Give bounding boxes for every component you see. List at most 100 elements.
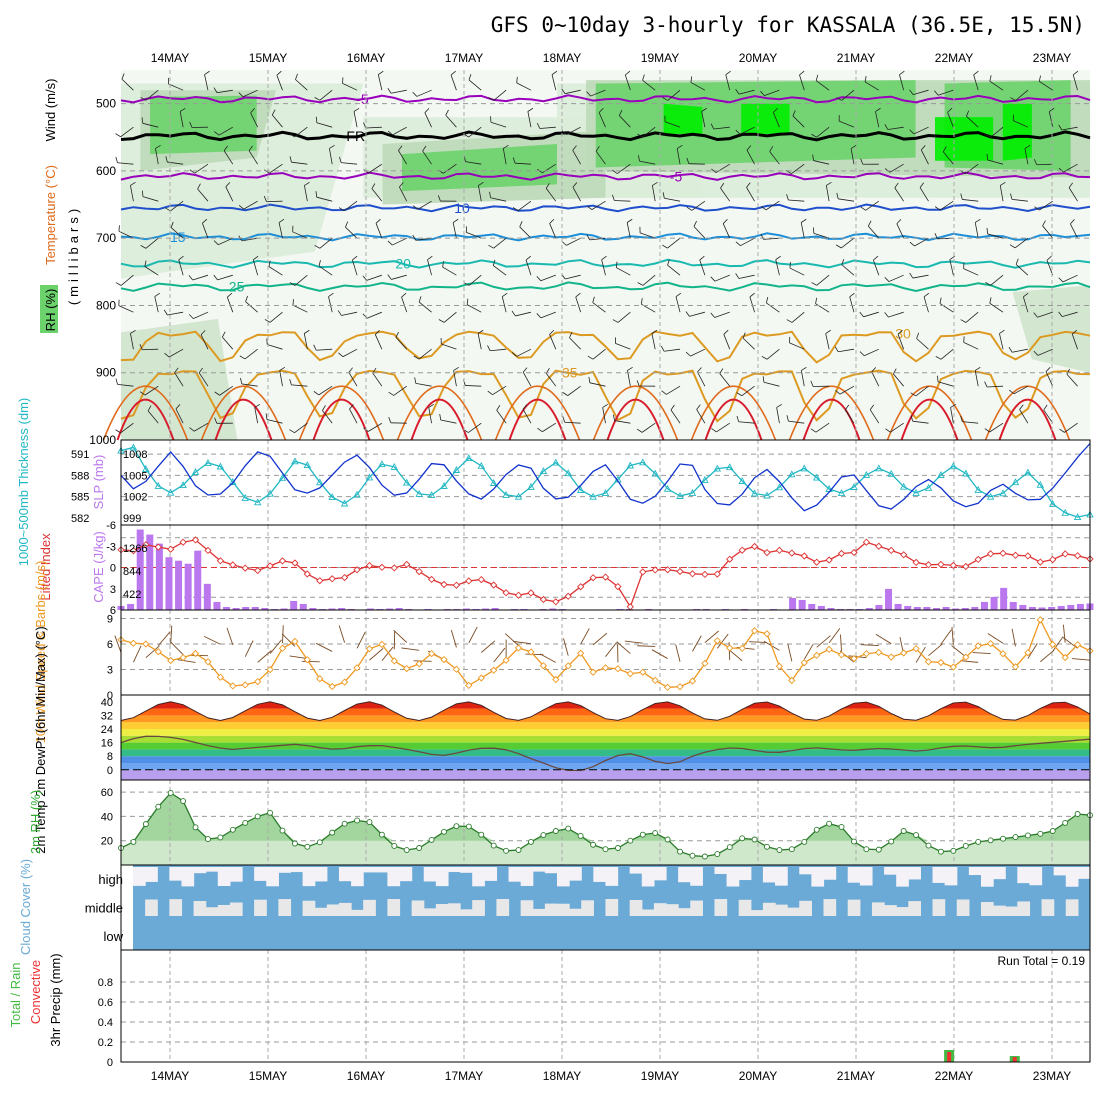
temp-color-band bbox=[121, 742, 1090, 750]
upper-wind-barb bbox=[142, 196, 159, 202]
upper-wind-barb bbox=[492, 385, 507, 396]
upper-wind-barb bbox=[417, 200, 432, 210]
cloud-clear-middle bbox=[787, 907, 800, 916]
surface-wind-barb bbox=[170, 625, 173, 644]
upper-wind-barb bbox=[740, 126, 755, 135]
upper-wind-barb bbox=[616, 267, 631, 276]
wind-speed-marker bbox=[887, 653, 895, 661]
cloud-clear-middle bbox=[169, 899, 183, 916]
upper-wind-barb bbox=[696, 409, 706, 424]
upper-wind-barb-feather bbox=[398, 145, 403, 151]
upper-wind-barb bbox=[1045, 371, 1054, 387]
upper-wind-barb-feather bbox=[588, 376, 591, 383]
upper-wind-barb bbox=[1046, 260, 1054, 276]
upper-wind-barb bbox=[1024, 148, 1029, 165]
rh-tick-label: 20 bbox=[101, 836, 113, 848]
upper-wind-barb bbox=[322, 410, 333, 424]
surface-wind-barb bbox=[1052, 636, 1064, 652]
lifted-index-marker bbox=[663, 566, 672, 574]
upper-wind-barb-feather bbox=[438, 319, 445, 323]
upper-wind-barb-feather bbox=[463, 282, 470, 286]
upper-wind-barb bbox=[329, 148, 333, 165]
lifted-index-marker bbox=[1061, 550, 1069, 558]
lifted-index-marker bbox=[763, 548, 771, 557]
thickness-marker bbox=[651, 469, 659, 477]
wind-speed-marker bbox=[775, 662, 784, 670]
cloud-clear-middle bbox=[1041, 899, 1055, 916]
upper-wind-barb bbox=[864, 348, 879, 357]
wind-speed-marker bbox=[601, 664, 610, 672]
upper-wind-barb-feather bbox=[412, 91, 418, 97]
cape-bar bbox=[223, 606, 231, 610]
upper-wind-barb-feather bbox=[188, 314, 194, 319]
upper-wind-barb-feather bbox=[322, 405, 326, 411]
cloud-clear-middle bbox=[145, 899, 158, 916]
upper-wind-barb bbox=[197, 188, 209, 202]
upper-wind-barb-feather bbox=[478, 181, 484, 186]
lifted-index-marker bbox=[639, 568, 647, 576]
cloud-clear-high bbox=[629, 867, 643, 874]
isotherm-warm-loop bbox=[508, 398, 567, 441]
cloud-clear-high bbox=[678, 867, 691, 883]
bottom-date-label: 22MAY bbox=[935, 1069, 973, 1083]
upper-wind-barb-feather bbox=[488, 97, 494, 101]
upper-wind-barb-feather bbox=[214, 417, 218, 424]
upper-wind-barb-feather bbox=[561, 130, 567, 135]
cape-bar bbox=[769, 608, 777, 610]
rh-shading-area bbox=[1002, 103, 1032, 161]
upper-wind-barb bbox=[316, 122, 333, 128]
upper-wind-barb bbox=[144, 266, 159, 276]
thickness-marker bbox=[253, 498, 262, 506]
lifted-index-marker bbox=[266, 562, 274, 570]
2m-rh-marker bbox=[267, 809, 274, 816]
upper-wind-barb bbox=[738, 274, 755, 279]
upper-wind-barb-feather bbox=[746, 145, 752, 151]
isotherm-warm-loop bbox=[116, 398, 175, 441]
upper-wind-barb bbox=[572, 186, 582, 202]
upper-wind-barb bbox=[1042, 225, 1054, 239]
upper-wind-barb-feather bbox=[1043, 404, 1048, 411]
upper-wind-barb bbox=[693, 226, 706, 239]
upper-wind-barb-feather bbox=[115, 133, 121, 138]
2m-rh-marker bbox=[515, 847, 522, 853]
wind-speed-marker bbox=[688, 677, 697, 685]
cape-bar bbox=[721, 608, 729, 610]
upper-wind-barb bbox=[117, 383, 134, 387]
temp-color-band bbox=[121, 722, 1090, 729]
upper-wind-barb bbox=[566, 237, 581, 246]
upper-wind-barb-feather bbox=[179, 107, 186, 112]
cloud-clear-high bbox=[896, 867, 909, 887]
lifted-index-tick-label: -6 bbox=[106, 520, 116, 532]
upper-wind-barb bbox=[697, 371, 706, 387]
upper-wind-barb bbox=[519, 226, 532, 239]
upper-wind-barb-feather bbox=[115, 156, 118, 163]
upper-wind-barb-feather bbox=[264, 319, 271, 323]
lifted-index-marker bbox=[490, 581, 498, 589]
upper-wind-barb-feather bbox=[735, 89, 740, 95]
2m-rh-marker bbox=[925, 842, 932, 849]
upper-wind-barb bbox=[722, 223, 731, 239]
thickness-marker bbox=[688, 488, 697, 496]
upper-wind-barb-feather bbox=[562, 416, 566, 423]
wind-speed-marker bbox=[713, 637, 721, 645]
cape-bar bbox=[1048, 606, 1056, 610]
upper-wind-barb-feather bbox=[909, 272, 914, 279]
cloud-clear-high bbox=[726, 867, 740, 887]
upper-wind-barb-feather bbox=[746, 182, 751, 188]
lifted-index-marker bbox=[688, 570, 697, 578]
lifted-index-marker bbox=[1024, 552, 1032, 560]
upper-wind-barb-feather bbox=[144, 260, 147, 267]
upper-wind-barb bbox=[202, 223, 209, 239]
thickness-marker bbox=[937, 470, 945, 478]
precip-tick-label: 0.4 bbox=[98, 1017, 113, 1029]
cloud-clear-middle bbox=[520, 900, 534, 916]
wind-speed-marker bbox=[490, 666, 498, 674]
upper-wind-barb bbox=[1015, 89, 1029, 101]
thickness-marker bbox=[639, 458, 647, 466]
upper-wind-barb bbox=[598, 112, 606, 128]
upper-wind-barb-feather bbox=[453, 366, 459, 371]
cloud-clear-high bbox=[884, 867, 897, 875]
upper-wind-barb-feather bbox=[825, 329, 831, 334]
cape-bar bbox=[251, 606, 259, 610]
surface-wind-barb bbox=[716, 633, 729, 649]
